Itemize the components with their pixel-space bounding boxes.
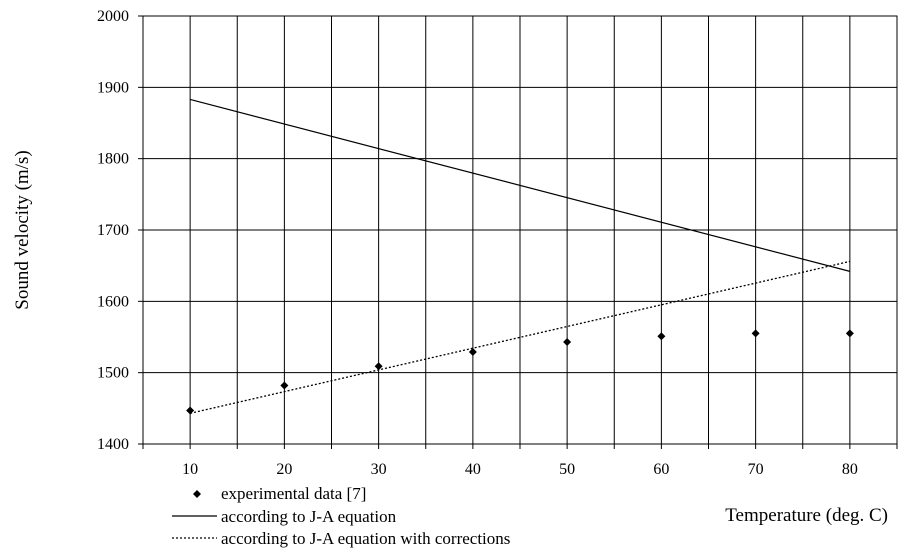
x-tick-label: 60 <box>653 461 669 478</box>
y-tick-label: 1400 <box>97 436 129 453</box>
series-line <box>189 260 851 414</box>
y-axis-ticks: 1400 1500 1600 1700 1800 1900 2000 <box>97 8 143 453</box>
legend-label: experimental data [7] <box>221 484 366 503</box>
x-axis-ticks: 10 20 30 40 50 60 70 80 <box>142 444 898 478</box>
x-tick-label: 30 <box>371 461 387 478</box>
x-tick-label: 70 <box>748 461 764 478</box>
data-point <box>751 329 760 338</box>
data-point <box>657 332 666 341</box>
y-tick-label: 1900 <box>97 79 129 96</box>
series-3 <box>189 260 851 414</box>
x-axis-label: Temperature (deg. C) <box>725 505 888 526</box>
x-tick-label: 20 <box>276 461 292 478</box>
y-tick-label: 2000 <box>97 8 129 25</box>
series-1 <box>186 329 854 415</box>
series <box>186 98 854 415</box>
legend-marker <box>193 490 201 498</box>
data-point <box>280 381 289 390</box>
legend-label: according to J-A equation <box>221 507 397 526</box>
data-point <box>845 329 854 338</box>
x-tick-label: 40 <box>465 461 481 478</box>
legend-item: according to J-A equation with correctio… <box>172 529 510 548</box>
y-tick-label: 1500 <box>97 365 129 382</box>
y-tick-label: 1700 <box>97 222 129 239</box>
grid <box>143 15 897 445</box>
x-tick-label: 10 <box>182 461 198 478</box>
series-line <box>189 98 851 272</box>
legend-label: according to J-A equation with correctio… <box>221 529 510 548</box>
y-tick-label: 1800 <box>97 151 129 168</box>
legend-item: according to J-A equation <box>172 507 397 526</box>
legend-item: experimental data [7] <box>193 484 366 503</box>
series-2 <box>189 98 851 272</box>
legend: experimental data [7] according to J-A eq… <box>172 484 510 548</box>
y-tick-label: 1600 <box>97 293 129 310</box>
y-axis-label: Sound velocity (m/s) <box>12 150 33 309</box>
x-tick-label: 80 <box>842 461 858 478</box>
data-point <box>186 406 195 415</box>
x-tick-label: 50 <box>559 461 575 478</box>
data-point <box>468 347 477 356</box>
data-point <box>563 337 572 346</box>
data-point <box>374 362 383 371</box>
